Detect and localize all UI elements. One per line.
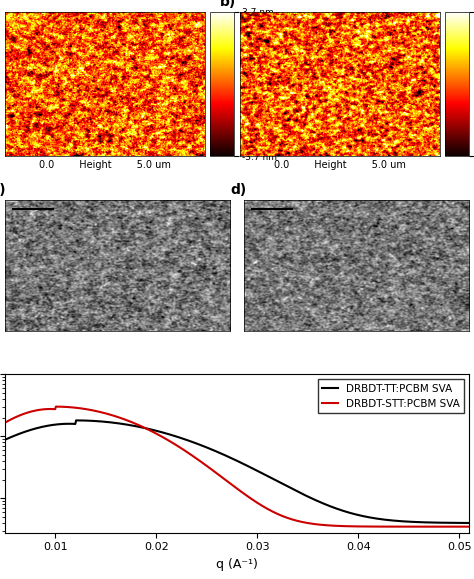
DRBDT-STT:PCBM SVA [122,416,128,423]
DRBDT-STT:PCBM SVA [276,511,282,518]
DRBDT-TT:PCBM SVA [352,511,358,518]
DRBDT-STT:PCBM SVA [213,469,219,476]
DRBDT-TT:PCBM SVA [2,437,8,444]
X-axis label: q (A⁻¹): q (A⁻¹) [216,558,258,571]
DRBDT-TT:PCBM SVA [313,497,319,504]
DRBDT-STT:PCBM SVA [313,521,319,527]
DRBDT-TT:PCBM SVA [73,417,79,424]
DRBDT-TT:PCBM SVA [276,479,282,486]
Line: DRBDT-STT:PCBM SVA: DRBDT-STT:PCBM SVA [5,406,469,527]
DRBDT-STT:PCBM SVA [466,523,472,530]
Line: DRBDT-TT:PCBM SVA: DRBDT-TT:PCBM SVA [5,420,469,523]
Text: b): b) [220,0,236,9]
DRBDT-TT:PCBM SVA [122,421,128,428]
Text: c): c) [0,183,6,197]
DRBDT-TT:PCBM SVA [85,417,91,424]
DRBDT-STT:PCBM SVA [2,419,8,426]
DRBDT-STT:PCBM SVA [53,403,59,410]
Legend: DRBDT-TT:PCBM SVA, DRBDT-STT:PCBM SVA: DRBDT-TT:PCBM SVA, DRBDT-STT:PCBM SVA [318,379,464,413]
DRBDT-TT:PCBM SVA [213,448,219,455]
X-axis label: 0.0        Height        5.0 um: 0.0 Height 5.0 um [274,160,406,170]
X-axis label: 0.0        Height        5.0 um: 0.0 Height 5.0 um [39,160,171,170]
Text: d): d) [230,183,246,197]
DRBDT-STT:PCBM SVA [85,406,91,413]
DRBDT-TT:PCBM SVA [466,519,472,526]
DRBDT-STT:PCBM SVA [352,523,358,530]
